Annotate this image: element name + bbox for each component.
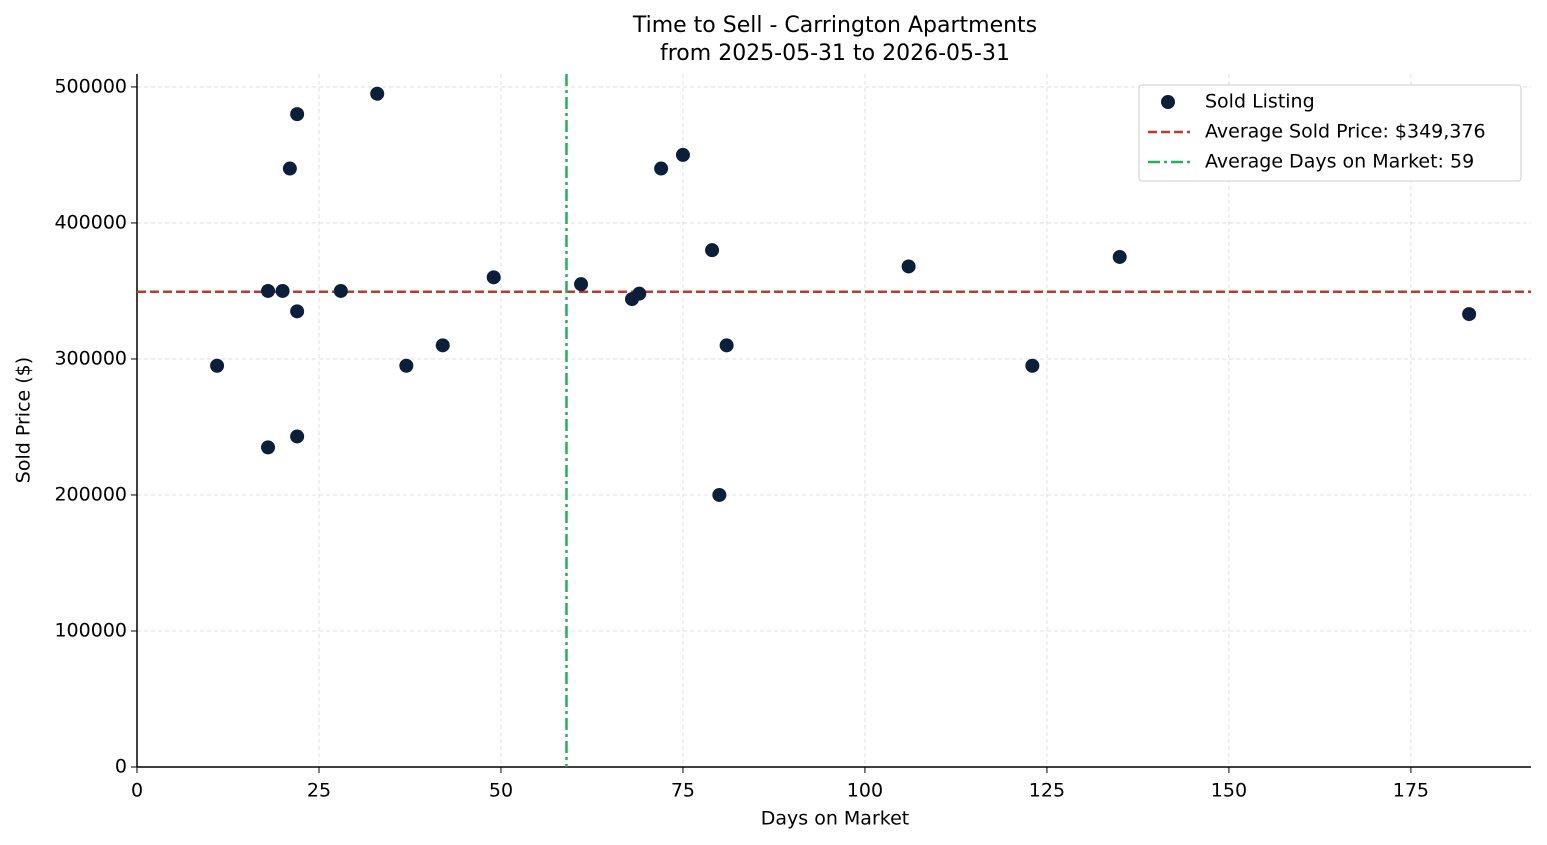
- x-axis-label: Days on Market: [761, 808, 909, 830]
- chart-subtitle: from 2025-05-31 to 2026-05-31: [660, 41, 1010, 66]
- data-point: [261, 283, 276, 298]
- chart-title: Time to Sell - Carrington Apartments: [632, 13, 1037, 38]
- data-point: [712, 487, 727, 502]
- data-point: [275, 283, 290, 298]
- data-point: [261, 440, 276, 455]
- x-tick-label: 50: [489, 780, 513, 802]
- x-tick-label: 100: [847, 780, 883, 802]
- data-point: [282, 161, 297, 176]
- data-point: [399, 358, 414, 373]
- data-point: [290, 429, 305, 444]
- legend-label: Sold Listing: [1205, 91, 1315, 113]
- y-tick-label: 400000: [54, 211, 127, 233]
- x-tick-label: 75: [671, 780, 695, 802]
- y-tick-label: 300000: [54, 347, 127, 369]
- data-point: [1025, 358, 1040, 373]
- y-tick-label: 200000: [54, 483, 127, 505]
- x-tick-label: 0: [131, 780, 143, 802]
- data-point: [333, 283, 348, 298]
- data-point: [290, 304, 305, 319]
- data-point: [654, 161, 669, 176]
- data-point: [705, 243, 720, 258]
- data-point: [370, 86, 385, 101]
- x-tick-label: 125: [1029, 780, 1065, 802]
- y-tick-label: 100000: [54, 619, 127, 641]
- y-axis-label: Sold Price ($): [13, 357, 35, 483]
- y-tick-label: 0: [115, 756, 127, 778]
- data-point: [1112, 249, 1127, 264]
- data-point: [719, 338, 734, 353]
- legend-marker: [1161, 95, 1175, 109]
- data-point: [632, 286, 647, 301]
- data-point: [574, 277, 589, 292]
- data-point: [210, 358, 225, 373]
- data-point: [290, 107, 305, 122]
- data-point: [1462, 307, 1477, 322]
- legend-label: Average Days on Market: 59: [1205, 151, 1474, 173]
- legend-label: Average Sold Price: $349,376: [1205, 121, 1486, 143]
- legend-box: [1138, 84, 1522, 182]
- data-point: [901, 259, 916, 274]
- x-tick-label: 175: [1393, 780, 1429, 802]
- y-tick-label: 500000: [54, 75, 127, 97]
- data-point: [675, 147, 690, 162]
- x-tick-label: 150: [1211, 780, 1247, 802]
- data-point: [435, 338, 450, 353]
- data-point: [486, 270, 501, 285]
- x-tick-label: 25: [307, 780, 331, 802]
